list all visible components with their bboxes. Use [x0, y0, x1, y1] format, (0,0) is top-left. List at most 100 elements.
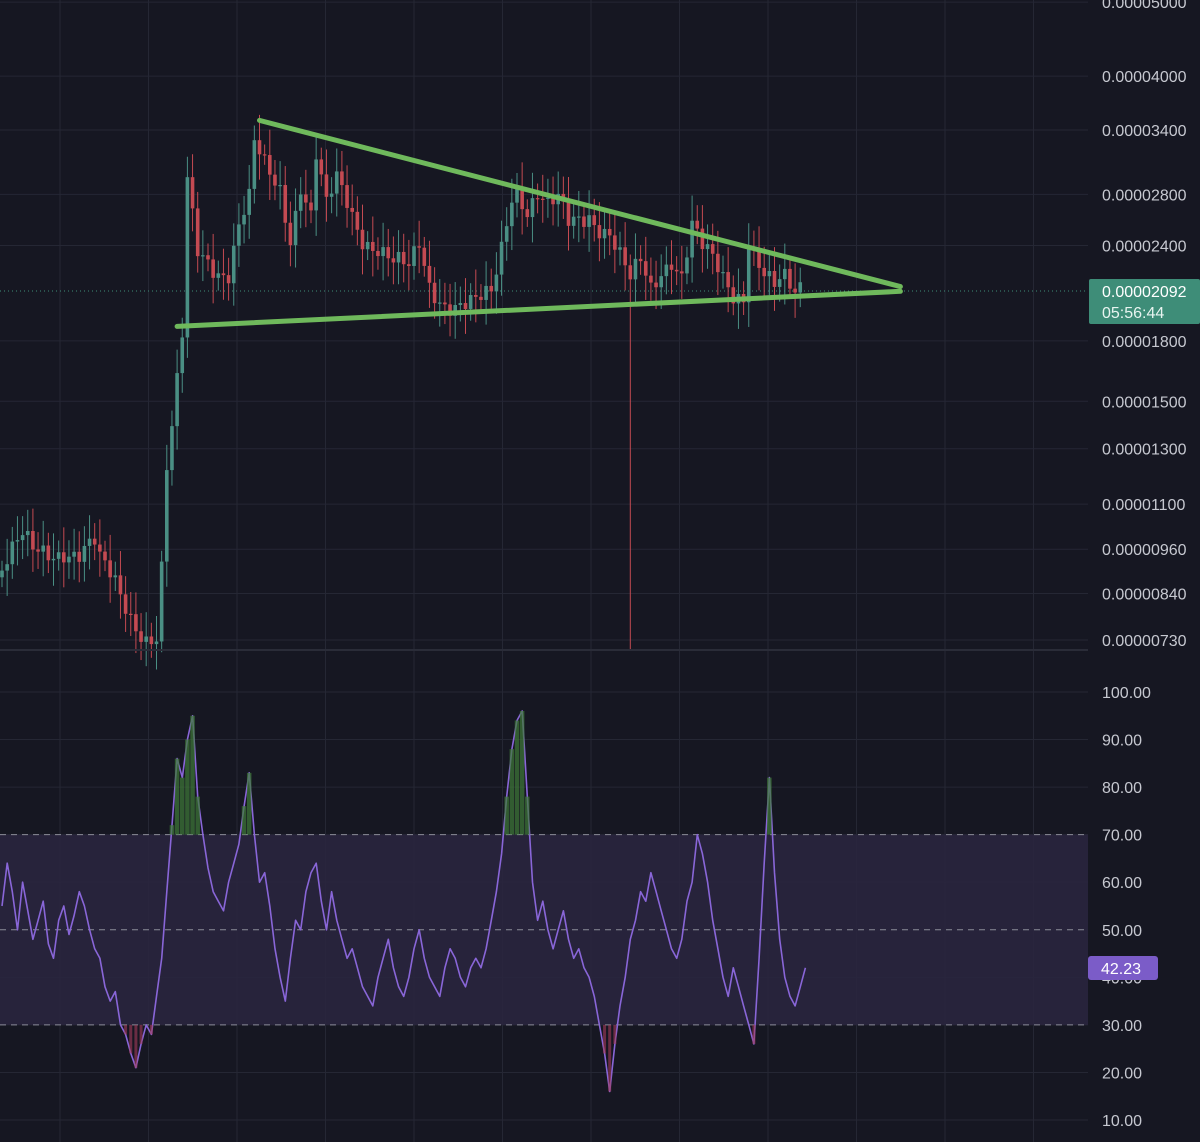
rsi-band: [0, 834, 1088, 1026]
rsi-tick-label: 60.00: [1102, 875, 1142, 892]
candle-body: [437, 302, 442, 304]
candle-body: [680, 271, 684, 274]
candle-body: [87, 538, 92, 546]
candle-body: [649, 275, 653, 283]
candle-body: [231, 245, 236, 284]
candle-body: [577, 216, 581, 218]
candle-body: [793, 288, 797, 293]
price-tick-label: 0.00001800: [1102, 334, 1187, 351]
candle-body: [705, 244, 710, 250]
candle-body: [20, 535, 25, 541]
candle-body: [381, 247, 385, 257]
candle-body: [108, 560, 112, 578]
price-tick-label: 0.00002400: [1102, 238, 1187, 255]
candle-body: [5, 564, 9, 571]
candle-body: [757, 248, 761, 268]
candle-body: [700, 228, 705, 250]
candle-body: [432, 282, 437, 304]
candle-body: [798, 282, 803, 293]
rsi-tick-label: 50.00: [1102, 923, 1142, 940]
price-tick-label: 0.00000840: [1102, 586, 1187, 603]
candle-body: [221, 273, 226, 276]
candle-body: [268, 155, 272, 175]
rsi-line: [1, 710, 807, 1093]
candle-body: [674, 269, 679, 272]
rsi-tick-label: 90.00: [1102, 733, 1142, 750]
candle-body: [783, 268, 787, 280]
candle-body: [540, 198, 545, 200]
candle-body: [334, 171, 339, 194]
candle-body: [257, 140, 262, 155]
price-axis: 0.00005000 0.00004000 0.00003400 0.00002800…: [1102, 0, 1187, 1130]
candle-body: [247, 188, 251, 215]
candle-body: [643, 261, 648, 276]
candle-body: [118, 575, 123, 595]
candle-body: [788, 268, 792, 289]
candle-body: [72, 551, 76, 557]
candle-body: [159, 561, 164, 642]
candle-body: [56, 552, 61, 559]
candle-body: [453, 305, 457, 316]
price-tick-label: 0.00001300: [1102, 442, 1187, 459]
price-tick-label: 0.00005000: [1102, 0, 1187, 12]
candle-body: [479, 296, 483, 300]
candle-body: [144, 636, 148, 642]
candle-body: [345, 185, 349, 208]
candle-body: [180, 337, 185, 374]
candle-body: [139, 631, 143, 642]
candle-body: [474, 295, 478, 297]
candle-body: [98, 544, 102, 552]
candle-body: [566, 201, 571, 226]
candle-body: [468, 295, 473, 309]
candle-body: [123, 594, 128, 614]
candle-body: [721, 272, 725, 274]
trendline-support: [174, 288, 903, 329]
rsi-tick-label: 100.00: [1102, 685, 1151, 702]
price-tick-label: 0.00000960: [1102, 542, 1187, 559]
candle-body: [443, 302, 447, 305]
candles: [0, 114, 803, 670]
candle-body: [489, 285, 494, 292]
candle-body: [319, 159, 324, 175]
candle-body: [623, 247, 627, 266]
candle-body: [767, 270, 772, 277]
candle-body: [484, 285, 488, 300]
candle-body: [777, 279, 782, 287]
candle-body: [690, 220, 694, 258]
candle-body: [597, 225, 602, 239]
candle-body: [613, 235, 617, 250]
current-price-badge: [1089, 279, 1200, 324]
candle-body: [25, 531, 30, 536]
candle-body: [10, 541, 15, 565]
candle-body: [525, 209, 530, 218]
candle-body: [371, 241, 375, 251]
candle-body: [324, 174, 329, 197]
candle-body: [283, 185, 288, 223]
candle-body: [669, 264, 674, 270]
price-tick-label: 0.00004000: [1102, 69, 1187, 86]
candle-body: [298, 194, 303, 211]
candle-body: [31, 531, 35, 550]
candle-body: [710, 244, 715, 254]
candle-body: [530, 198, 535, 218]
candle-body: [499, 241, 504, 275]
rsi-tick-label: 70.00: [1102, 828, 1142, 845]
trendlines: [174, 117, 903, 329]
candle-body: [206, 255, 210, 260]
candle-body: [211, 259, 215, 278]
candle-body: [262, 154, 267, 156]
candle-body: [628, 265, 633, 280]
candle-body: [226, 275, 231, 284]
candle-body: [417, 246, 421, 248]
candle-body: [304, 194, 308, 203]
rsi-tick-label: 80.00: [1102, 780, 1142, 797]
candle-body: [201, 255, 205, 257]
candle-body: [15, 540, 20, 542]
candle-body: [41, 545, 45, 552]
candle-body: [772, 270, 777, 287]
candle-body: [716, 253, 720, 273]
trendline-resistance: [257, 117, 903, 290]
candle-body: [51, 558, 56, 561]
candle-body: [407, 264, 411, 266]
candle-body: [571, 216, 576, 226]
